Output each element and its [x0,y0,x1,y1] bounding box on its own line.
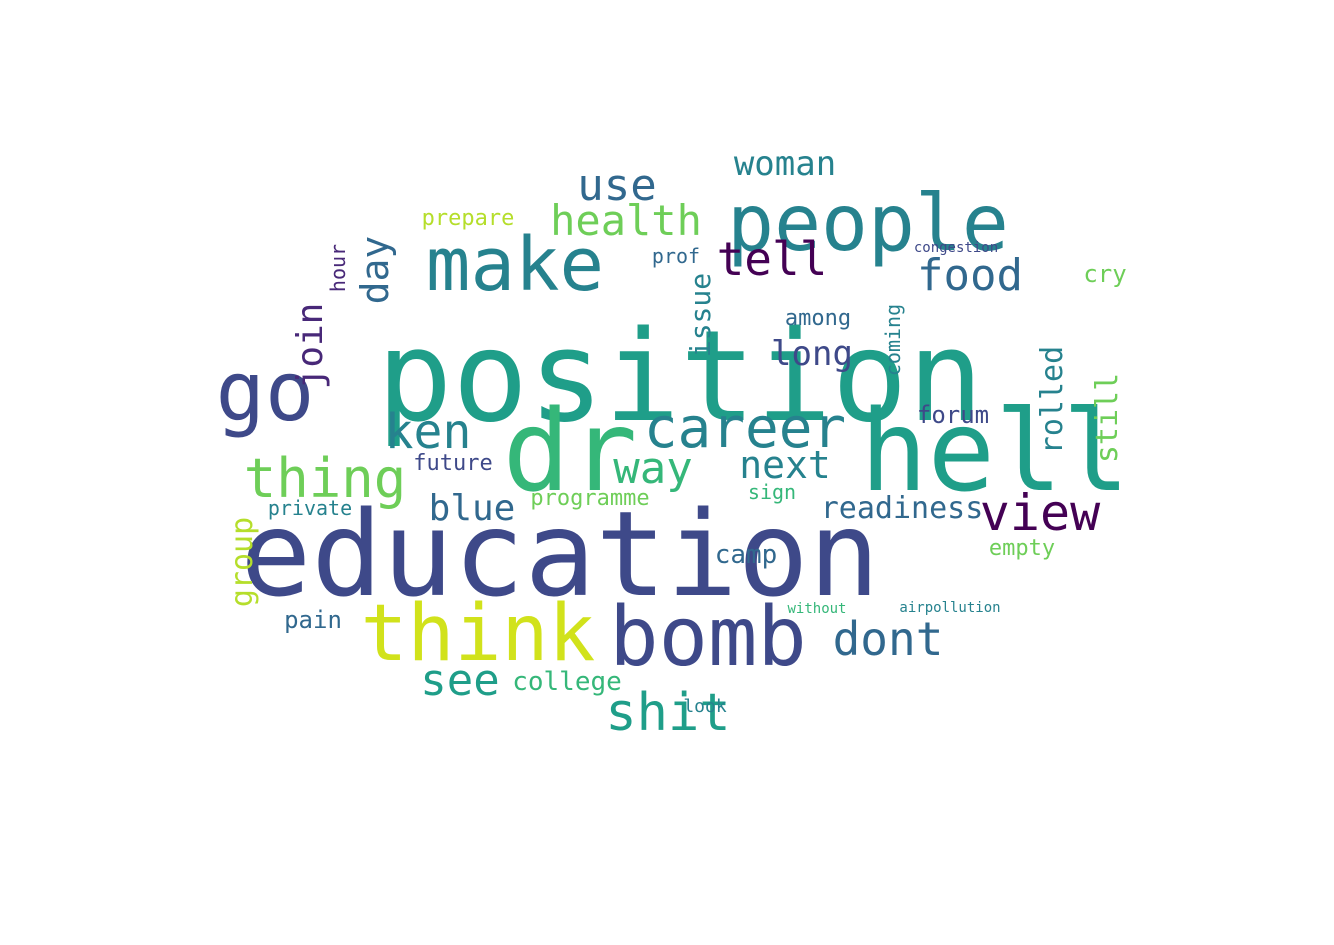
word-tell: tell [717,232,828,286]
word-hell: hell [860,387,1130,517]
word-among: among [785,306,851,331]
word-food: food [917,250,1023,301]
word-education: education [240,485,879,623]
word-readiness: readiness [821,491,984,526]
word-camp: camp [715,540,778,570]
word-forum: forum [917,401,989,429]
word-future: future [413,451,492,476]
word-next: next [739,443,831,487]
word-sign: sign [748,480,796,504]
word-day: day [353,236,397,305]
word-way: way [613,443,692,494]
word-cry: cry [1083,260,1126,288]
word-college: college [512,667,622,697]
word-rolled: rolled [1035,346,1070,454]
word-go: go [216,345,315,440]
word-private: private [268,496,352,520]
word-make: make [426,222,604,308]
word-thing: thing [244,447,407,510]
word-programme: programme [530,486,649,511]
word-think: think [361,589,596,679]
word-airpollution: airpollution [899,600,1000,616]
word-woman: woman [734,144,836,184]
word-health: health [550,196,702,245]
word-without: without [787,601,846,617]
word-people: people [727,179,1009,269]
word-use: use [577,160,656,211]
word-prof: prof [652,244,700,268]
word-career: career [644,396,846,461]
word-shit: shit [605,683,730,743]
word-hour: hour [326,244,350,292]
word-pain: pain [284,606,342,634]
word-position: position [377,303,984,450]
word-dont: dont [833,612,944,666]
word-still: still [1090,373,1125,463]
word-view: view [980,484,1101,542]
word-coming: coming [881,304,905,376]
word-issue: issue [684,273,717,357]
word-look: look [683,696,727,717]
word-bomb: bomb [609,590,806,685]
word-prepare: prepare [422,206,515,231]
word-join: join [290,303,331,390]
word-group: group [225,517,260,607]
word-empty: empty [989,536,1055,561]
word-congestion: congestion [914,240,998,256]
word-dr: dr [503,387,638,517]
word-blue: blue [429,488,516,529]
word-see: see [420,655,499,706]
word-long: long [771,334,853,374]
word-ken: ken [385,404,472,460]
